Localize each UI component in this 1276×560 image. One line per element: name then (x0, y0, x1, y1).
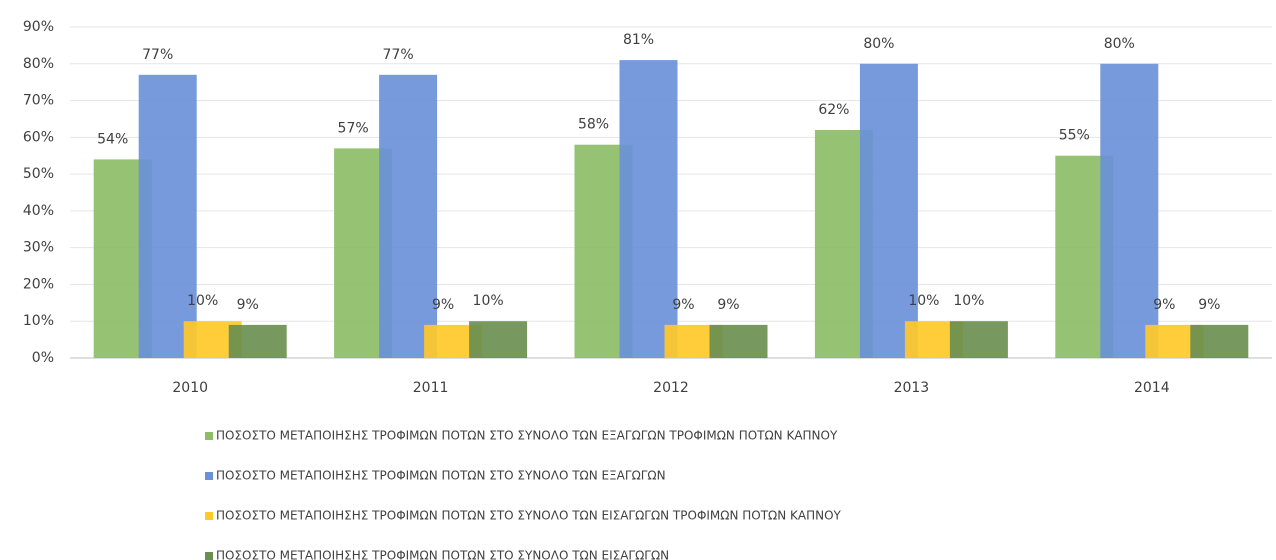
bar (619, 60, 678, 358)
data-label: 54% (97, 131, 128, 147)
y-tick-label: 30% (23, 240, 54, 256)
data-label: 10% (953, 293, 984, 309)
legend-swatch (205, 472, 213, 480)
y-tick-label: 60% (23, 129, 54, 145)
x-tick-label: 2012 (653, 380, 689, 396)
data-label: 9% (237, 297, 259, 313)
data-label: 10% (187, 293, 218, 309)
data-label: 9% (1153, 297, 1175, 313)
legend-label: ΠΟΣΟΣΤΟ ΜΕΤΑΠΟΙΗΣΗΣ ΤΡΟΦΙΜΩΝ ΠΟΤΩΝ ΣΤΟ Σ… (216, 549, 669, 560)
y-tick-label: 80% (23, 56, 54, 72)
bar (709, 324, 768, 358)
bar (469, 321, 528, 358)
x-tick-label: 2011 (413, 380, 449, 396)
y-tick-label: 0% (32, 350, 54, 366)
data-label: 10% (908, 293, 939, 309)
data-label: 55% (1059, 128, 1090, 144)
y-tick-label: 90% (23, 19, 54, 35)
x-tick-label: 2013 (894, 380, 930, 396)
data-label: 58% (578, 117, 609, 133)
bar (138, 74, 197, 359)
bar (228, 324, 287, 358)
data-label: 9% (672, 297, 694, 313)
data-label: 81% (623, 32, 654, 48)
y-tick-label: 50% (23, 166, 54, 182)
y-tick-label: 70% (23, 93, 54, 109)
bar (1190, 324, 1249, 358)
data-label: 77% (383, 47, 414, 63)
bar (859, 63, 918, 359)
data-label: 62% (818, 102, 849, 118)
y-tick-label: 40% (23, 203, 54, 219)
data-label: 80% (1104, 36, 1135, 52)
legend-swatch (205, 512, 213, 520)
legend-swatch (205, 432, 213, 440)
bar (949, 321, 1008, 358)
data-label: 80% (863, 36, 894, 52)
x-tick-label: 2010 (172, 380, 208, 396)
data-label: 9% (1198, 297, 1220, 313)
y-tick-label: 20% (23, 276, 54, 292)
bar (379, 74, 438, 359)
y-tick-label: 10% (23, 313, 54, 329)
x-tick-label: 2014 (1134, 380, 1170, 396)
legend-label: ΠΟΣΟΣΤΟ ΜΕΤΑΠΟΙΗΣΗΣ ΤΡΟΦΙΜΩΝ ΠΟΤΩΝ ΣΤΟ Σ… (216, 429, 838, 443)
data-label: 9% (432, 297, 454, 313)
data-label: 10% (473, 293, 504, 309)
legend-swatch (205, 552, 213, 560)
data-label: 77% (142, 47, 173, 63)
data-label: 9% (717, 297, 739, 313)
bar (1100, 63, 1159, 359)
legend-label: ΠΟΣΟΣΤΟ ΜΕΤΑΠΟΙΗΣΗΣ ΤΡΟΦΙΜΩΝ ΠΟΤΩΝ ΣΤΟ Σ… (216, 469, 666, 483)
data-label: 57% (338, 120, 369, 136)
legend-label: ΠΟΣΟΣΤΟ ΜΕΤΑΠΟΙΗΣΗΣ ΤΡΟΦΙΜΩΝ ΠΟΤΩΝ ΣΤΟ Σ… (216, 509, 842, 523)
